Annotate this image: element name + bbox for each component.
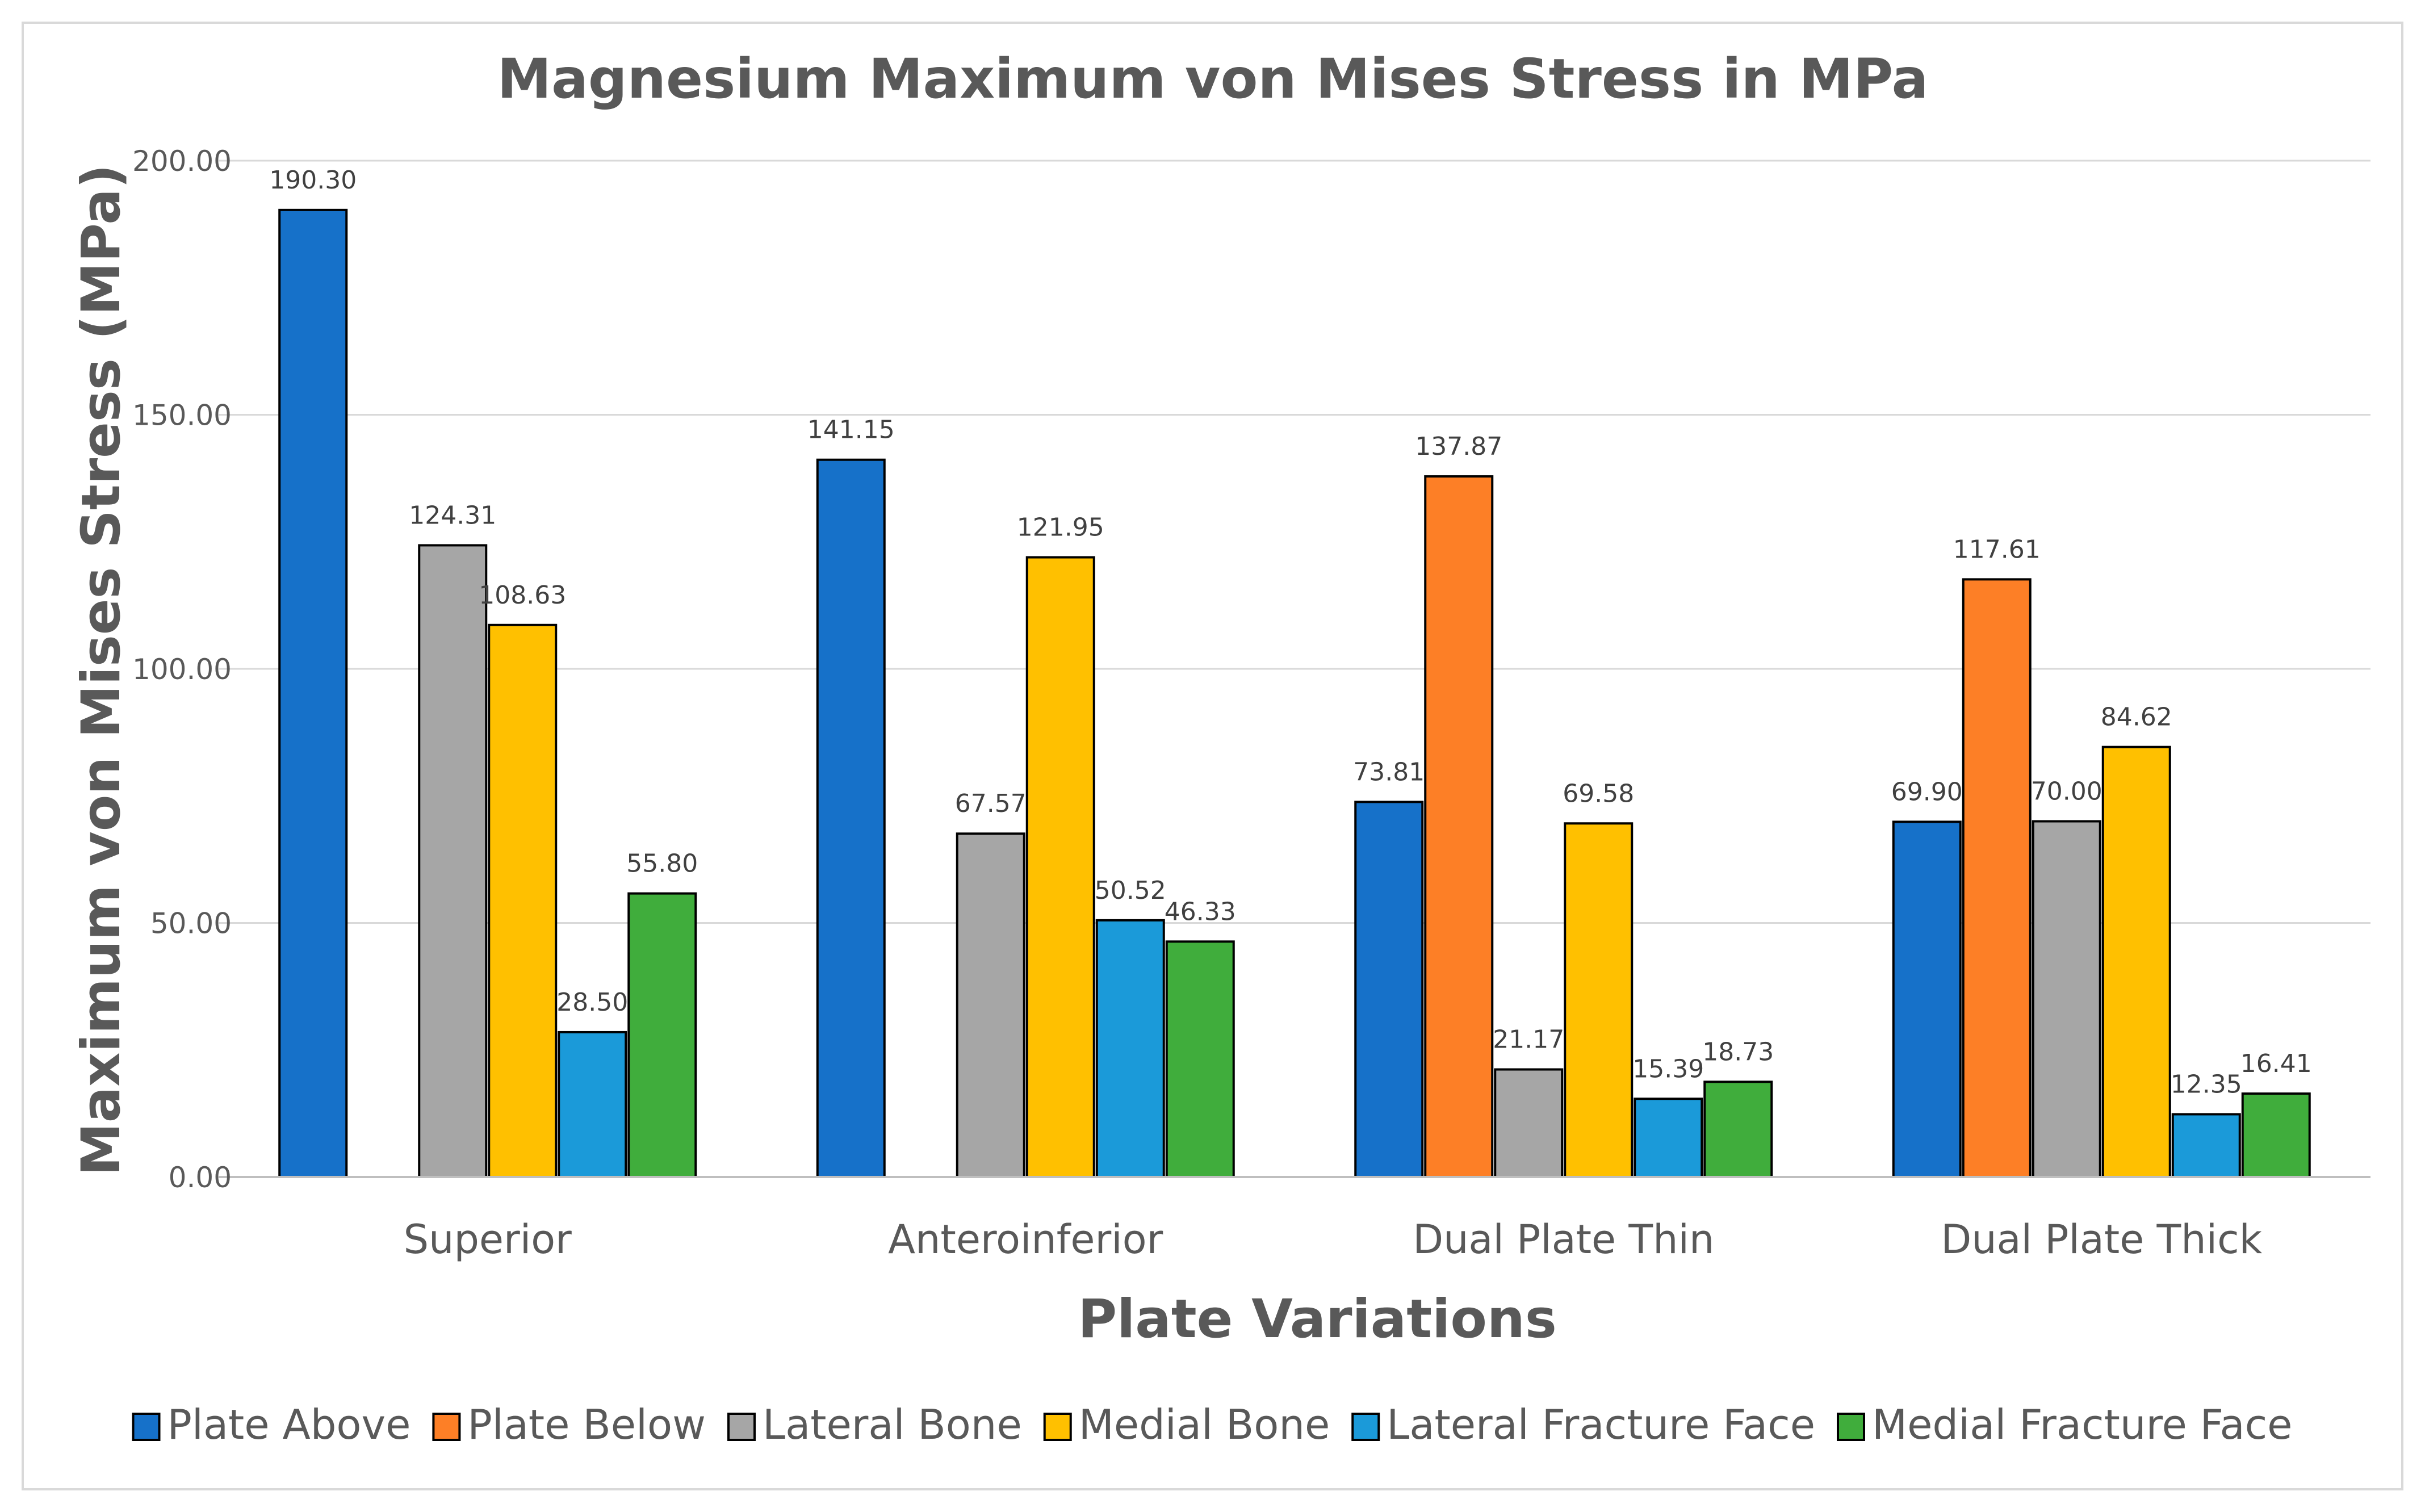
bar-plate-above-dual-plate-thick [1892,820,1962,1178]
data-label: 55.80 [626,849,698,878]
y-tick-label: 0.00 [169,1161,232,1194]
bar-lateral-fracture-face-anteroinferior [1095,919,1165,1178]
legend-label: Medial Fracture Face [1872,1401,2293,1448]
data-label: 190.30 [269,166,357,195]
legend-swatch [132,1413,161,1441]
chart-title: Magnesium Maximum von Mises Stress in MP… [497,47,1929,111]
bar-lateral-bone-dual-plate-thick [2032,820,2101,1178]
bar-lateral-fracture-face-dual-plate-thin [1634,1098,1703,1179]
data-label: 70.00 [2031,777,2102,806]
data-label: 84.62 [2101,703,2172,732]
data-label: 121.95 [1017,513,1104,542]
bar-plate-above-anteroinferior [816,458,886,1178]
data-label: 21.17 [1493,1025,1564,1054]
bar-plate-above-superior [278,208,348,1179]
legend-swatch [432,1413,461,1441]
data-label: 73.81 [1353,757,1425,786]
x-category-label: Superior [404,1216,572,1263]
bar-medial-bone-anteroinferior [1025,556,1095,1178]
bar-plate-above-dual-plate-thin [1354,801,1424,1178]
bar-lateral-bone-superior [418,544,488,1178]
bar-medial-fracture-face-anteroinferior [1165,940,1235,1179]
legend-swatch [1351,1413,1380,1441]
legend-swatch [1043,1413,1072,1441]
bar-medial-fracture-face-dual-plate-thin [1703,1080,1773,1178]
axes: 0.00 50.00 100.00 150.00 200.00 Superior Anter… [132,145,2370,1263]
data-labels: 190.30 124.31 108.63 28.50 55.80 141.15 67.57 1… [269,166,2311,1099]
bar-plate-below-dual-plate-thin [1424,475,1494,1178]
y-tick-label: 150.00 [132,399,232,432]
bar-lateral-fracture-face-dual-plate-thick [2171,1113,2241,1179]
data-label: 16.41 [2240,1049,2312,1078]
data-label: 67.57 [955,789,1027,818]
data-label: 117.61 [1953,535,2041,564]
y-tick-label: 200.00 [132,145,232,178]
bar-medial-bone-dual-plate-thick [2101,745,2171,1178]
bar-lateral-fracture-face-superior [558,1031,627,1179]
bar-lateral-bone-dual-plate-thin [1494,1068,1564,1178]
data-label: 50.52 [1095,876,1166,905]
data-label: 141.15 [807,416,895,445]
data-label: 137.87 [1415,432,1502,461]
x-category-label: Dual Plate Thick [1941,1216,2262,1263]
data-label: 15.39 [1632,1054,1704,1083]
x-axis-title: Plate Variations [1078,1288,1557,1350]
data-label: 108.63 [479,581,566,610]
legend-swatch [727,1413,756,1441]
data-label: 12.35 [2171,1070,2242,1099]
legend-label: Plate Below [467,1401,706,1448]
data-label: 18.73 [1702,1037,1774,1066]
legend-swatch [1836,1413,1865,1441]
data-label: 124.31 [409,501,496,530]
legend: Plate Above Plate Below Lateral Bone Medial… [132,1401,2293,1448]
bar-medial-fracture-face-superior [627,892,697,1178]
x-category-label: Dual Plate Thin [1413,1216,1714,1263]
y-tick-label: 100.00 [132,653,232,686]
y-axis-title: Maximum von Mises Stress (MPa) [70,164,132,1176]
data-label: 28.50 [556,988,628,1017]
y-tick-label: 50.00 [150,907,232,940]
legend-label: Plate Above [167,1401,411,1448]
bar-medial-fracture-face-dual-plate-thick [2241,1092,2311,1178]
data-label: 46.33 [1165,897,1236,926]
x-category-label: Anteroinferior [888,1216,1163,1263]
bar-medial-bone-dual-plate-thin [1564,822,1634,1179]
legend-label: Medial Bone [1079,1401,1330,1448]
data-label: 69.58 [1563,779,1634,808]
data-label: 69.90 [1891,777,1963,806]
bar-plate-below-dual-plate-thick [1962,578,2032,1178]
bar-lateral-bone-anteroinferior [956,832,1025,1179]
legend-label: Lateral Bone [763,1401,1022,1448]
bars [278,208,2311,1179]
bar-medial-bone-superior [488,623,558,1178]
legend-label: Lateral Fracture Face [1387,1401,1815,1448]
